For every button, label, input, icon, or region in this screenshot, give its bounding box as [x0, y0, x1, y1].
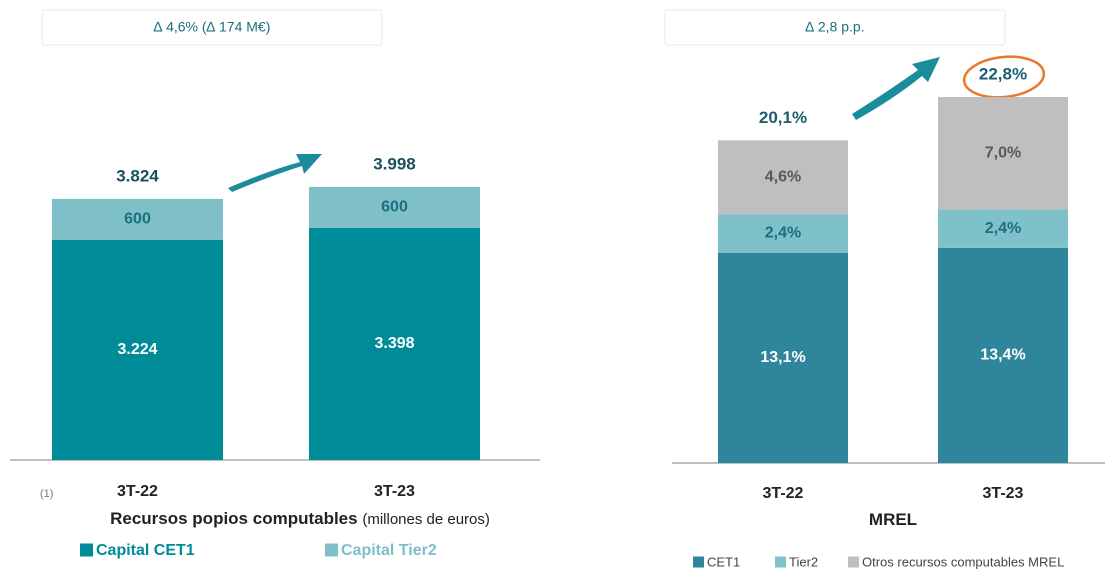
highlight-ellipse [962, 55, 1046, 99]
bar-segment [718, 140, 848, 215]
footnote: (1) [40, 488, 53, 500]
x-tick-label: 3T-23 [374, 483, 415, 500]
bar-segment [52, 239, 223, 460]
legend-swatch [80, 543, 93, 557]
chart-title-main: Recursos popios computables [110, 509, 358, 528]
legend-swatch [693, 556, 704, 568]
bar-segment [718, 252, 848, 463]
value-label: 600 [381, 199, 408, 216]
header-box [41, 9, 383, 46]
chart-title-main: MREL [869, 510, 917, 529]
bar-segment [938, 247, 1068, 463]
legend-label: Capital CET1 [96, 542, 195, 559]
header-text: ∆ 2,8 p.p. [805, 19, 864, 35]
arrow [228, 154, 322, 192]
total-label: 20,1% [759, 108, 807, 127]
x-tick-label: 3T-22 [117, 483, 158, 500]
legend-label: Otros recursos computables MREL [862, 554, 1064, 569]
bar-segment [309, 227, 480, 460]
legend-label: Tier2 [789, 554, 818, 569]
x-tick-label: 3T-23 [983, 485, 1024, 502]
legend-swatch [325, 543, 338, 557]
x-tick-label: 3T-22 [763, 485, 804, 502]
bar-segment [52, 198, 223, 240]
legend-swatch [848, 556, 859, 568]
bar-segment [938, 97, 1068, 210]
total-label: 3.824 [116, 166, 159, 185]
bar-segment [938, 209, 1068, 248]
value-label: 13,1% [760, 349, 805, 366]
header-box [664, 9, 1006, 46]
legend-swatch [775, 556, 786, 568]
total-label: 22,8% [979, 64, 1027, 83]
value-label: 3.224 [117, 341, 157, 358]
chart-title: MREL [869, 510, 917, 529]
value-label: 4,6% [765, 168, 801, 185]
bar-segment [718, 214, 848, 253]
legend-label: CET1 [707, 554, 740, 569]
value-label: 600 [124, 211, 151, 228]
bar-segment [309, 187, 480, 228]
value-label: 3.398 [374, 335, 414, 352]
total-label: 3.998 [373, 154, 416, 173]
value-label: 2,4% [985, 220, 1021, 237]
value-label: 7,0% [985, 144, 1021, 161]
chart-title: Recursos popios computables (millones de… [110, 509, 490, 528]
arrow [852, 57, 940, 120]
value-label: 13,4% [980, 347, 1025, 364]
chart-subtitle: (millones de euros) [362, 511, 490, 528]
legend-label: Capital Tier2 [341, 542, 437, 559]
value-label: 2,4% [765, 225, 801, 242]
header-text: ∆ 4,6% (∆ 174 M€) [154, 19, 271, 35]
